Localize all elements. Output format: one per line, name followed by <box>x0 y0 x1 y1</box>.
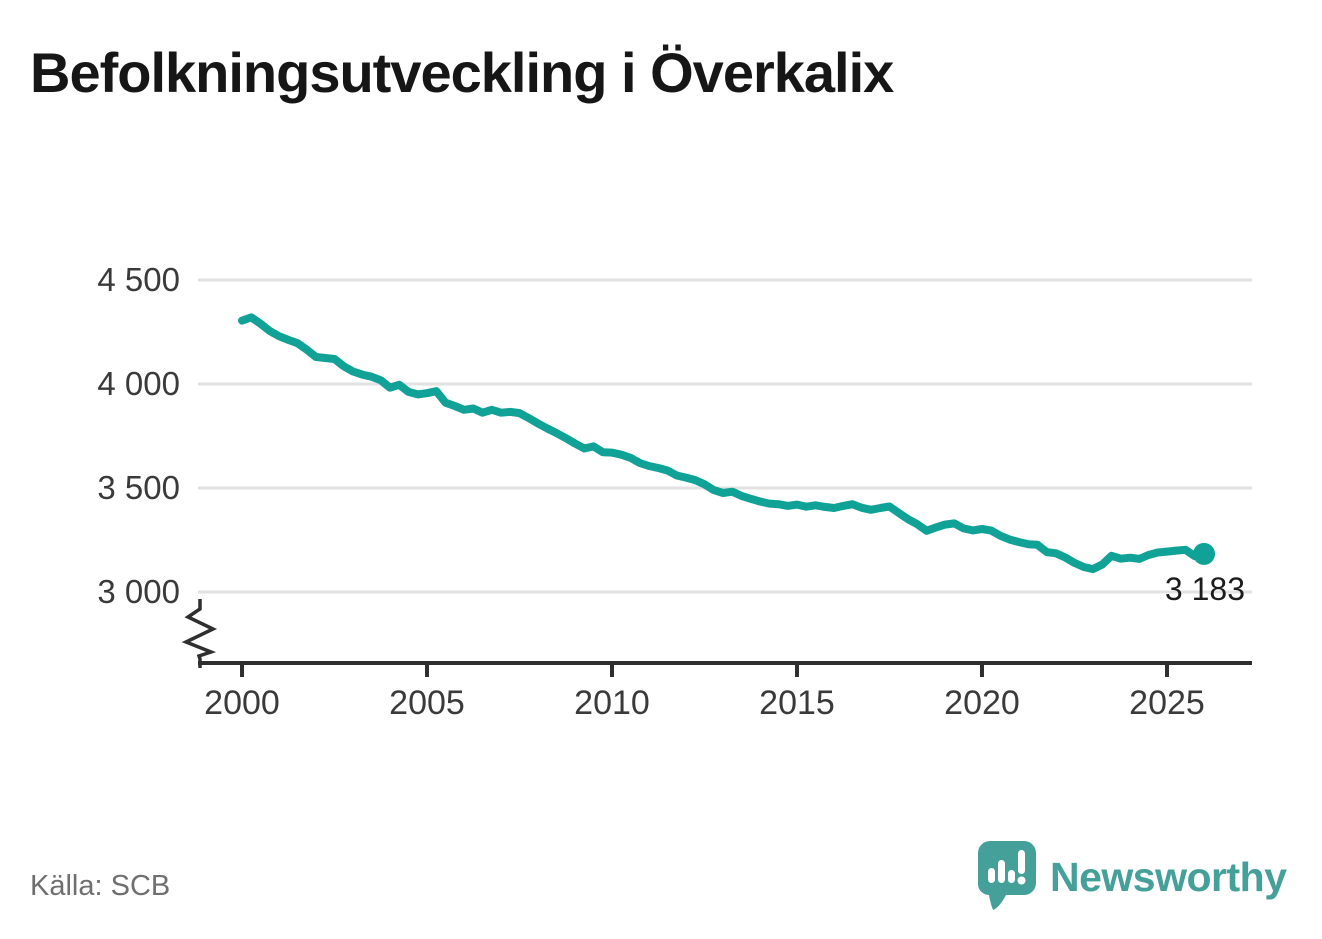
x-tick-label-2015: 2015 <box>759 684 835 722</box>
x-tick-label-2010: 2010 <box>574 684 650 722</box>
x-tick-label-2025: 2025 <box>1129 684 1205 722</box>
logo-bars <box>988 850 1026 885</box>
chart-title: Befolkningsutveckling i Överkalix <box>30 41 894 104</box>
brand-lockup: Newsworthy <box>978 841 1287 913</box>
y-tick-label-3000: 3 000 <box>97 573 180 610</box>
x-tick-label-2020: 2020 <box>944 684 1020 722</box>
newsworthy-logo-icon <box>978 841 1036 910</box>
brand-name: Newsworthy <box>1050 853 1287 900</box>
y-tick-label-3500: 3 500 <box>97 469 180 506</box>
source-note: Källa: SCB <box>30 870 171 902</box>
x-axis-ticks-group <box>240 663 1169 677</box>
gridlines-group <box>198 278 1252 594</box>
y-axis-break-icon <box>181 599 218 668</box>
y-tick-label-4000: 4 000 <box>97 365 180 402</box>
y-tick-label-4500: 4 500 <box>97 261 180 298</box>
x-tick-label-2005: 2005 <box>389 684 465 722</box>
x-axis-labels-group: 2000 2005 2010 2015 2020 2025 <box>204 684 1205 722</box>
series-end-value-label: 3 183 <box>1165 571 1245 607</box>
x-tick-label-2000: 2000 <box>204 684 280 722</box>
series-end-dot <box>1193 542 1215 565</box>
population-series-line <box>238 313 1208 574</box>
y-axis-labels-group: 4 500 4 000 3 500 3 000 <box>97 261 180 610</box>
